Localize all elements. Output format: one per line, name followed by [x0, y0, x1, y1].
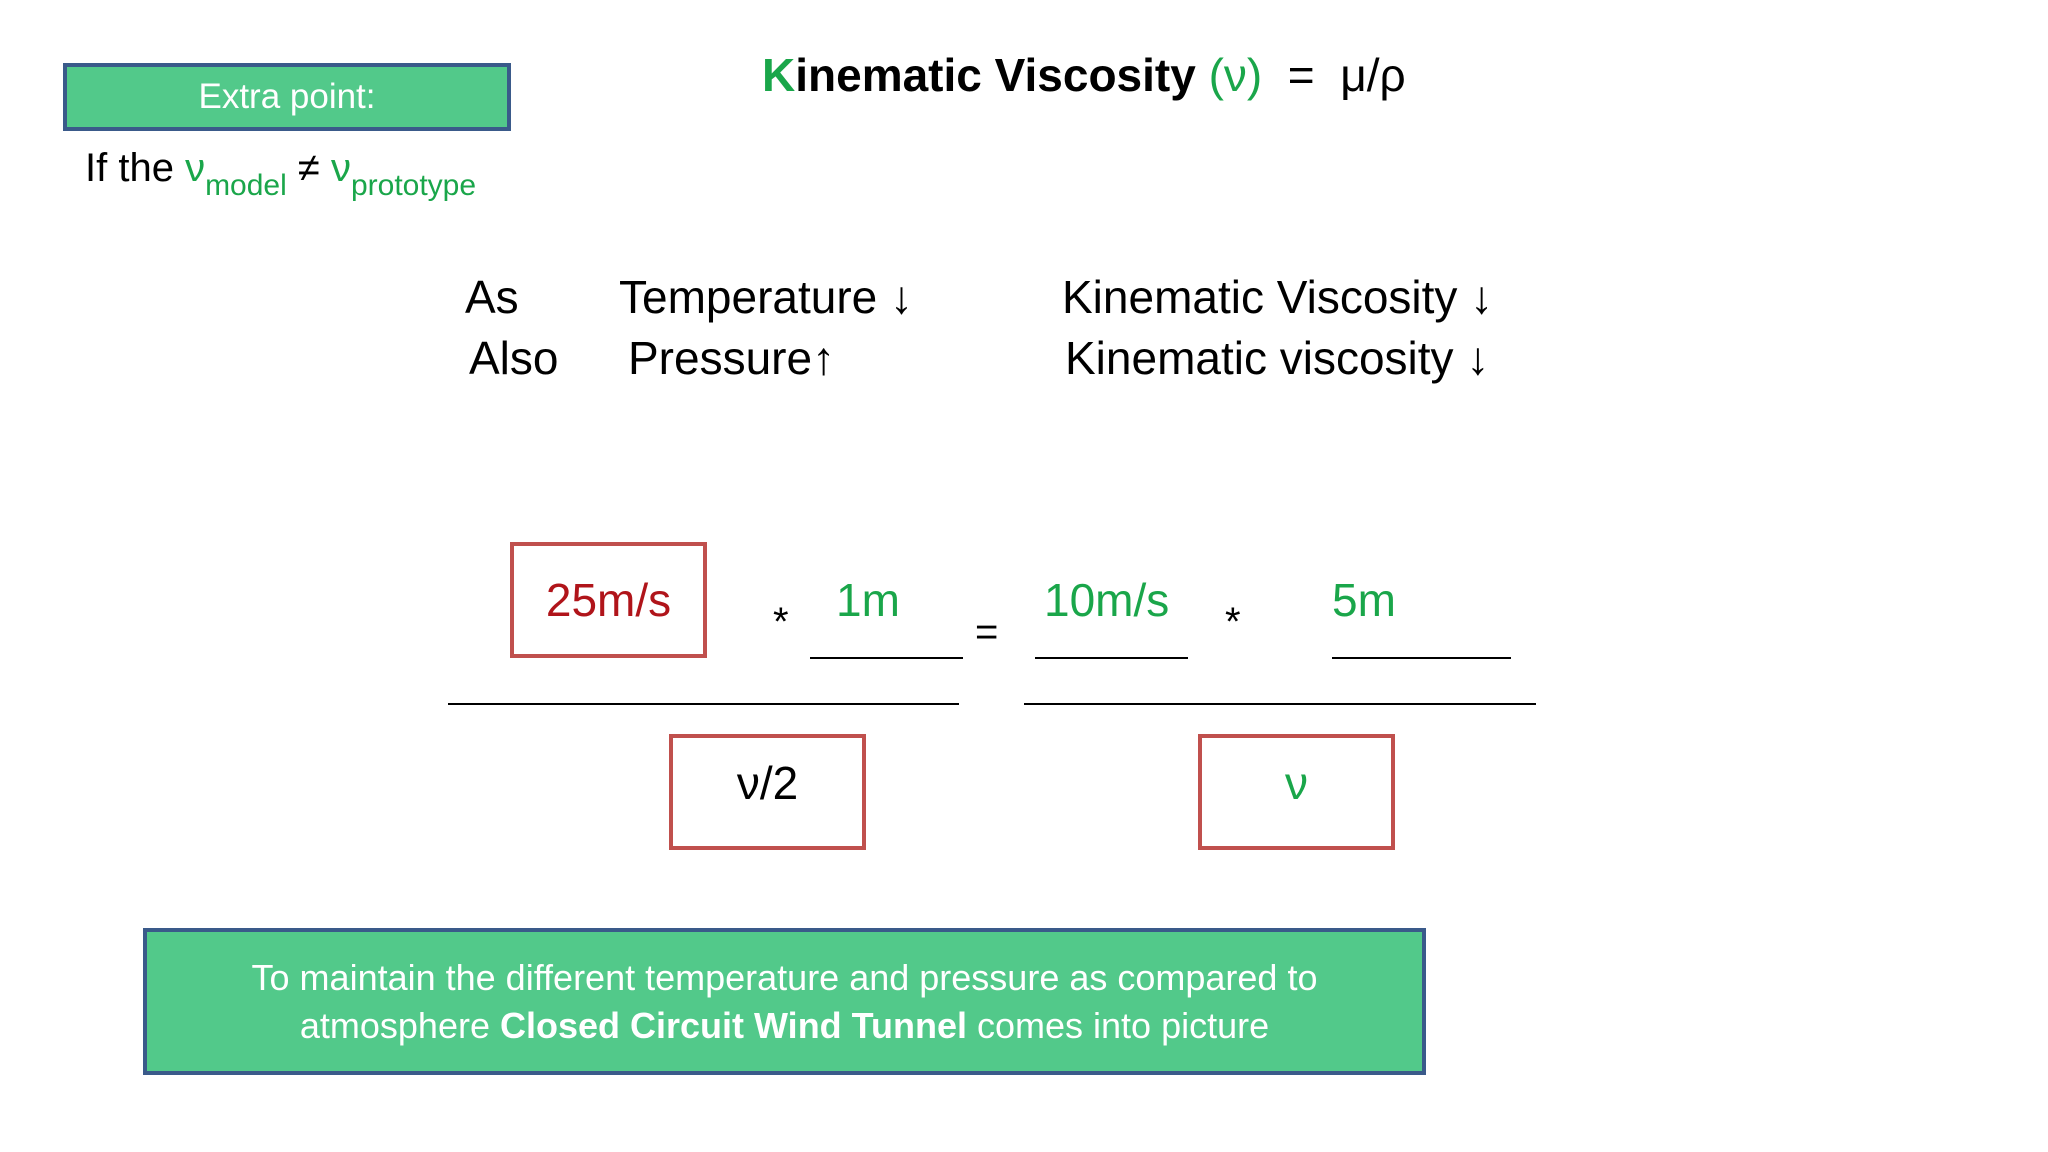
banner-line-1: To maintain the different temperature an… [251, 956, 1318, 998]
right-velocity: 10m/s [1044, 574, 1170, 626]
extra-point-badge: Extra point: [63, 63, 511, 131]
right-velocity-underline [1035, 657, 1188, 659]
title-k: K [762, 49, 796, 101]
title-rest: inematic Viscosity [795, 49, 1209, 101]
banner-line-2-prefix: atmosphere [299, 1004, 500, 1046]
extra-point-label: Extra point: [198, 77, 376, 116]
right-length-underline [1332, 657, 1511, 659]
left-length-underline [810, 657, 963, 659]
equals-sign: = [975, 610, 999, 654]
banner-highlight: Closed Circuit Wind Tunnel [499, 1004, 967, 1046]
left-denominator-box: ν/2 [669, 734, 866, 850]
right-times-sign: * [1225, 600, 1241, 644]
row-as-lead: As [465, 271, 519, 323]
right-length: 5m [1332, 574, 1396, 626]
slide-title: Kinematic Viscosity (ν) = μ/ρ [762, 48, 1406, 102]
closed-circuit-banner: To maintain the different temperature an… [143, 928, 1426, 1075]
model-subscript: model [205, 169, 287, 202]
left-velocity: 25m/s [545, 574, 672, 626]
right-denominator-box: ν [1198, 734, 1395, 850]
left-fraction-bar [448, 703, 959, 705]
row-also-cause: Pressure↑ [628, 332, 836, 384]
nu-prototype-symbol: ν [330, 146, 351, 190]
left-length: 1m [836, 574, 900, 626]
inequality-statement: If the νmodel ≠ νprototype [85, 146, 476, 203]
not-equal-sign: ≠ [286, 146, 331, 190]
banner-line-2: atmosphere Closed Circuit Wind Tunnel co… [300, 1002, 1269, 1050]
banner-line-2-suffix: comes into picture [966, 1004, 1270, 1046]
nu-model-symbol: ν [185, 146, 206, 190]
left-denominator: ν/2 [736, 757, 799, 809]
right-denominator: ν [1285, 757, 1308, 809]
row-as-effect: Kinematic Viscosity ↓ [1062, 271, 1494, 323]
left-times-sign: * [773, 600, 789, 644]
row-also-effect: Kinematic viscosity ↓ [1065, 332, 1490, 384]
row-as-cause: Temperature ↓ [619, 271, 914, 323]
if-prefix: If the [85, 146, 186, 190]
prototype-subscript: prototype [350, 169, 477, 202]
left-velocity-box: 25m/s [510, 542, 707, 658]
title-formula: = μ/ρ [1262, 49, 1406, 101]
right-fraction-bar [1024, 703, 1536, 705]
row-also-lead: Also [469, 332, 559, 384]
title-nu: (ν) [1208, 49, 1263, 101]
